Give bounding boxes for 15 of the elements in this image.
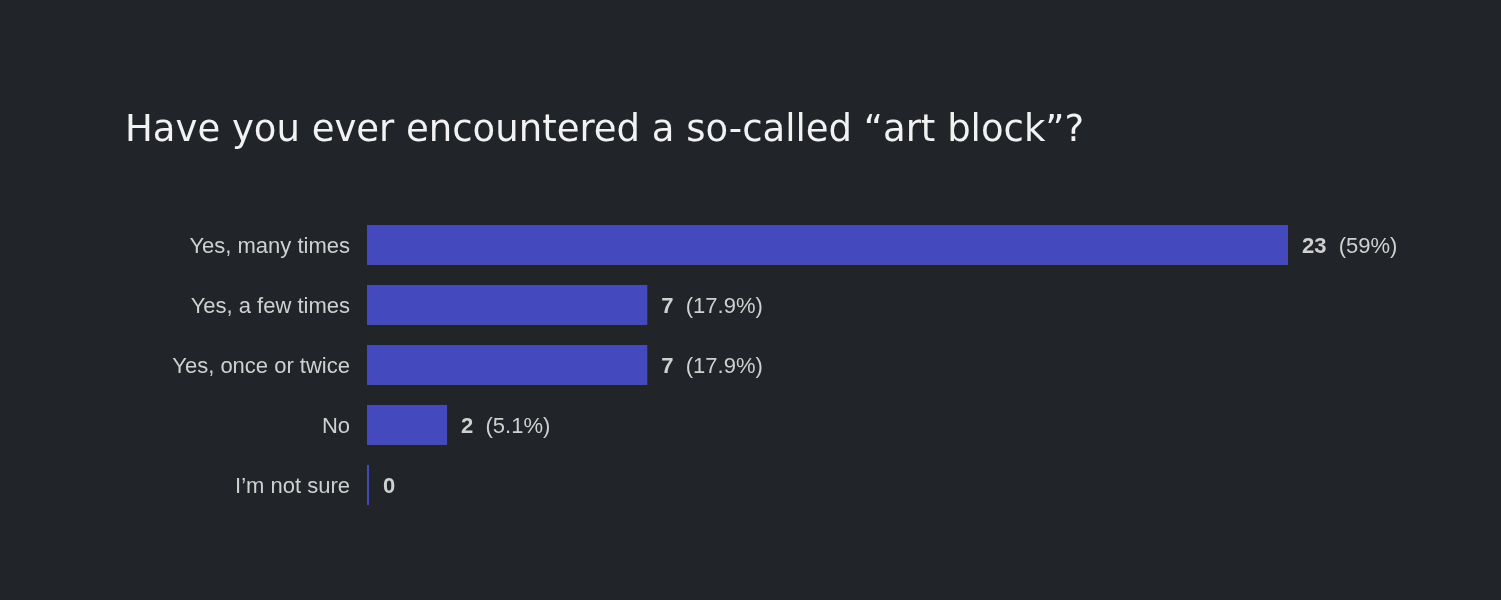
data-label: 7 (17.9%): [661, 352, 763, 378]
data-label: 2 (5.1%): [461, 412, 551, 438]
bar: [367, 345, 648, 385]
bar: [367, 225, 1288, 265]
data-label: 7 (17.9%): [661, 292, 763, 318]
data-label: 0: [383, 472, 396, 498]
data-label: 23 (59%): [1302, 232, 1398, 258]
bar: [367, 405, 448, 445]
y-tick-label: Yes, many times: [189, 232, 350, 258]
y-tick-label: Yes, once or twice: [172, 352, 350, 378]
y-tick-label: No: [321, 412, 350, 438]
y-tick-label: Yes, a few times: [190, 292, 350, 318]
chart-title: Have you ever encountered a so-called “art block”?: [125, 107, 1085, 150]
y-tick-label: I’m not sure: [235, 472, 350, 498]
bar: [367, 285, 648, 325]
